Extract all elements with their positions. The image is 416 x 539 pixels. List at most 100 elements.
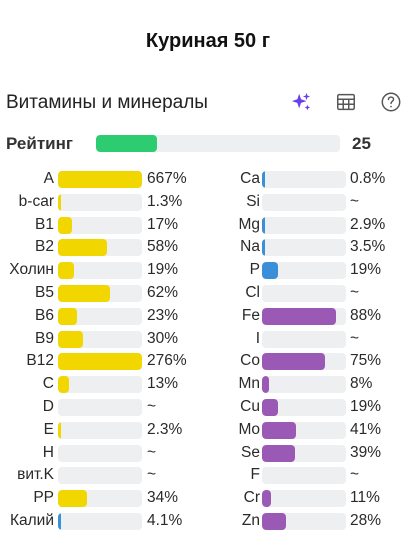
nutrient-value: 75% xyxy=(350,352,382,369)
nutrient-value: ~ xyxy=(350,466,360,483)
nutrient-name: Fe xyxy=(241,307,260,324)
nutrient-bar-fill xyxy=(58,331,84,348)
nutrient-bar xyxy=(262,353,346,370)
nutrient-row: C 13% xyxy=(0,375,200,393)
rating-bar-fill xyxy=(96,135,157,152)
nutrient-name: Калий xyxy=(9,512,54,529)
nutrient-bar xyxy=(58,308,142,325)
nutrient-bar xyxy=(262,239,346,256)
nutrient-value: 8% xyxy=(350,375,373,392)
nutrient-row: b-car 1.3% xyxy=(0,193,200,211)
nutrient-bar xyxy=(262,308,346,325)
nutrient-bar-fill xyxy=(58,422,61,439)
nutrient-value: 62% xyxy=(147,284,179,301)
nutrient-value: 19% xyxy=(350,261,382,278)
nutrient-bar xyxy=(262,376,346,393)
nutrient-value: ~ xyxy=(147,466,157,483)
nutrient-bar xyxy=(58,171,142,188)
nutrient-bar xyxy=(262,513,346,530)
nutrient-row: Si ~ xyxy=(204,193,404,211)
nutrient-row: Cr 11% xyxy=(204,489,404,507)
nutrient-bar-fill xyxy=(262,490,272,507)
nutrient-row: B2 58% xyxy=(0,238,200,256)
nutrient-name: Zn xyxy=(241,512,260,529)
nutrient-value: 34% xyxy=(147,489,179,506)
nutrient-value: ~ xyxy=(350,193,360,210)
nutrient-name: I xyxy=(255,330,260,347)
nutrient-bar-fill xyxy=(262,513,286,530)
nutrient-name: F xyxy=(250,466,260,483)
rating-bar xyxy=(96,135,340,152)
rating-value: 25 xyxy=(352,134,371,153)
nutrient-bar-fill xyxy=(58,217,73,234)
nutrient-name: H xyxy=(42,444,54,461)
nutrient-value: 28% xyxy=(350,512,382,529)
nutrient-name: B6 xyxy=(35,307,54,324)
nutrient-name: B9 xyxy=(35,330,54,347)
nutrient-bar xyxy=(262,171,346,188)
nutrient-bar-fill xyxy=(58,353,142,370)
nutrient-name: Se xyxy=(241,444,260,461)
nutrient-value: 2.3% xyxy=(147,421,183,438)
nutrient-name: b-car xyxy=(18,193,54,210)
nutrient-value: 13% xyxy=(147,375,179,392)
nutrient-row: Fe 88% xyxy=(204,307,404,325)
nutrient-name: B1 xyxy=(35,216,54,233)
nutrient-bar-fill xyxy=(58,308,78,325)
nutrient-name: B5 xyxy=(35,284,54,301)
nutrient-name: Cl xyxy=(245,284,260,301)
sparkle-icon[interactable] xyxy=(289,90,313,114)
nutrient-bar-fill xyxy=(262,422,297,439)
nutrient-name: B12 xyxy=(26,352,54,369)
table-icon[interactable] xyxy=(334,90,358,114)
rating-label: Рейтинг xyxy=(6,134,73,153)
nutrient-bar xyxy=(262,217,346,234)
nutrient-row: E 2.3% xyxy=(0,421,200,439)
nutrient-bar xyxy=(58,353,142,370)
nutrient-name: Cu xyxy=(240,398,260,415)
page-title: Куриная 50 г xyxy=(145,30,271,52)
nutrient-row: Ca 0.8% xyxy=(204,170,404,188)
nutrient-value: 2.9% xyxy=(350,216,386,233)
nutrient-name: Mg xyxy=(238,216,260,233)
nutrient-row: Холин 19% xyxy=(0,261,200,279)
nutrient-value: 30% xyxy=(147,330,179,347)
nutrient-value: ~ xyxy=(350,330,360,347)
nutrient-bar xyxy=(262,422,346,439)
nutrient-name: Ca xyxy=(240,170,260,187)
nutrient-row: PP 34% xyxy=(0,489,200,507)
nutrient-row: B6 23% xyxy=(0,307,200,325)
nutrient-value: 23% xyxy=(147,307,179,324)
nutrient-bar-fill xyxy=(262,217,265,234)
nutrient-row: B1 17% xyxy=(0,216,200,234)
nutrient-name: C xyxy=(42,375,54,392)
nutrient-value: 19% xyxy=(147,261,179,278)
nutrient-name: A xyxy=(43,170,54,187)
nutrient-name: Mo xyxy=(238,421,260,438)
nutrient-name: Mn xyxy=(238,375,260,392)
nutrient-row: Zn 28% xyxy=(204,512,404,530)
nutrient-bar-fill xyxy=(58,239,107,256)
nutrient-value: 1.3% xyxy=(147,193,183,210)
nutrient-name: PP xyxy=(33,489,54,506)
nutrient-bar-fill xyxy=(58,285,111,302)
nutrient-value: ~ xyxy=(147,444,157,461)
nutrient-name: Co xyxy=(240,352,260,369)
help-icon[interactable] xyxy=(379,90,403,114)
section-heading: Витамины и минералы xyxy=(6,92,208,113)
nutrient-bar xyxy=(58,217,142,234)
nutrient-value: 4.1% xyxy=(147,512,183,529)
nutrient-bar xyxy=(262,285,346,302)
nutrient-bar xyxy=(262,490,346,507)
nutrient-name: Na xyxy=(240,238,260,255)
nutrient-bar xyxy=(262,194,346,211)
nutrient-value: 19% xyxy=(350,398,382,415)
nutrient-row: Co 75% xyxy=(204,352,404,370)
nutrient-bar-fill xyxy=(262,262,278,279)
nutrient-row: I ~ xyxy=(204,330,404,348)
nutrient-row: F ~ xyxy=(204,466,404,484)
nutrient-bar-fill xyxy=(58,262,74,279)
nutrient-row: Na 3.5% xyxy=(204,238,404,256)
nutrient-value: 11% xyxy=(350,489,380,506)
nutrient-name: P xyxy=(249,261,260,278)
